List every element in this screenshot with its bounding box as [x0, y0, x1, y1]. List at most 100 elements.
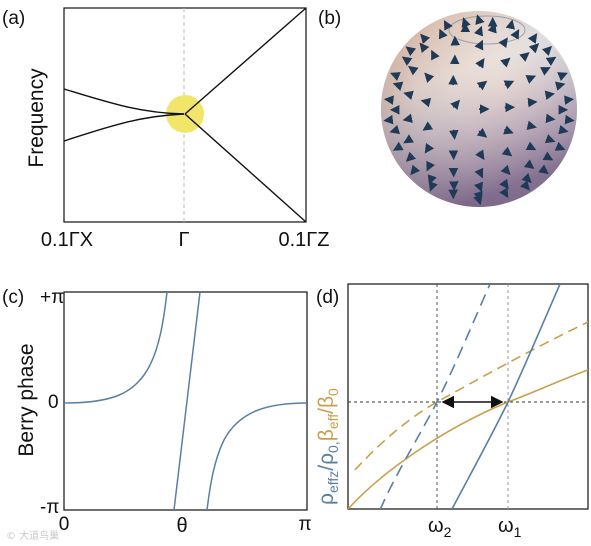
field-arrow: [519, 52, 530, 62]
field-arrow: [527, 97, 538, 108]
field-arrow: [475, 149, 485, 161]
field-arrow: [544, 134, 556, 144]
berry-curve-left: [64, 292, 168, 404]
field-arrow: [523, 159, 535, 169]
field-arrow: [383, 114, 394, 125]
field-arrow: [499, 178, 509, 190]
field-arrow: [392, 141, 404, 151]
field-arrow: [542, 151, 554, 161]
field-arrow: [383, 95, 394, 105]
field-arrow: [526, 120, 537, 131]
band-right-lower: [184, 113, 307, 223]
field-arrow: [557, 72, 568, 81]
omega2-label: ω2: [428, 515, 452, 540]
field-arrow: [424, 142, 435, 154]
field-arrow: [402, 113, 413, 124]
field-arrow: [403, 134, 414, 144]
field-arrow: [525, 141, 537, 151]
field-arrow: [428, 181, 438, 192]
field-arrow: [521, 172, 532, 184]
panel-b-label: (b): [318, 8, 341, 29]
field-arrow: [419, 42, 430, 54]
gold-solid-curve: [348, 369, 589, 509]
field-arrow: [392, 81, 404, 91]
field-arrow: [541, 45, 553, 57]
field-arrow: [474, 167, 484, 179]
field-arrow: [510, 29, 520, 40]
field-arrow: [450, 99, 461, 110]
field-arrow: [438, 28, 448, 40]
field-arrow: [431, 49, 440, 61]
panel-c-label: (c): [2, 287, 24, 308]
field-arrow: [443, 19, 453, 31]
panel-a-label: (a): [2, 8, 25, 29]
watermark: © 大道鸟巢: [6, 531, 60, 542]
panel-c-ytick-bottom: -π: [40, 497, 59, 518]
berry-curve-right: [206, 402, 307, 510]
field-arrow: [475, 57, 485, 69]
panel-c-frame: [63, 291, 308, 511]
field-arrow: [405, 46, 417, 57]
field-arrow: [544, 90, 555, 100]
field-arrow: [474, 25, 484, 37]
field-arrow: [564, 95, 575, 105]
blue-dashed-curve: [379, 284, 491, 509]
field-arrow: [405, 151, 417, 162]
panel-a: (a) Frequency 0.1ΓX Γ 0.1ΓZ: [2, 7, 330, 251]
panel-a-xtick-right: 0.1ΓZ: [278, 229, 329, 251]
field-arrow: [476, 80, 488, 91]
field-arrow: [501, 146, 513, 157]
berry-curve-middle: [173, 292, 201, 510]
panel-b: (b): [318, 8, 577, 207]
field-arrow: [389, 124, 401, 135]
field-arrow: [525, 75, 537, 84]
field-arrow: [426, 160, 436, 172]
gold-dashed-curve: [354, 321, 589, 471]
field-arrow: [527, 33, 538, 44]
field-arrow: [474, 181, 484, 193]
band-left-lower: [63, 113, 185, 142]
panel-c-xtick-left: 0: [59, 514, 70, 535]
field-arrow: [564, 114, 575, 125]
field-arrow: [538, 164, 549, 175]
field-arrow: [545, 113, 556, 124]
band-left-upper: [63, 88, 185, 115]
panel-c-xtick-right: π: [298, 514, 311, 535]
field-arrow: [422, 121, 434, 131]
field-arrow: [474, 39, 484, 51]
field-arrow: [554, 81, 566, 91]
panel-c-ytick-mid: 0: [48, 392, 59, 413]
omega1-label: ω1: [498, 515, 522, 540]
field-arrow: [499, 187, 509, 199]
field-arrow: [408, 65, 419, 76]
panel-c-ylabel: Berry phase: [15, 343, 38, 456]
field-arrow: [403, 90, 414, 100]
panel-c-ytick-top: +π: [40, 287, 64, 308]
field-arrow: [475, 14, 485, 25]
field-arrow: [498, 37, 508, 49]
field-arrow: [500, 57, 511, 68]
field-arrow: [448, 129, 459, 140]
sphere-vector-field: [383, 14, 575, 206]
field-arrow: [503, 125, 514, 135]
panel-d: (d) ρeffz/ρ0,βeff/β0 ω2 ω1: [315, 283, 589, 540]
field-arrow: [476, 127, 488, 138]
field-arrow: [410, 164, 421, 176]
field-arrow: [427, 174, 437, 185]
panel-d-ylabel: ρeffz/ρ0,βeff/β0: [315, 388, 341, 505]
field-arrow: [401, 56, 413, 66]
field-arrow: [420, 97, 432, 108]
field-arrow: [539, 67, 551, 76]
panel-d-frame: [347, 283, 589, 510]
panel-d-label: (d): [316, 287, 339, 308]
field-arrow: [473, 190, 483, 202]
field-arrow: [528, 43, 540, 54]
panel-a-xtick-center: Γ: [178, 229, 189, 251]
panel-c-xtick-center: θ: [176, 515, 187, 537]
field-arrow: [520, 180, 530, 191]
field-arrow: [420, 33, 431, 44]
panel-c: (c) +π 0 -π Berry phase 0 θ π: [2, 287, 312, 537]
field-arrow: [505, 19, 516, 30]
field-arrow: [558, 124, 569, 135]
